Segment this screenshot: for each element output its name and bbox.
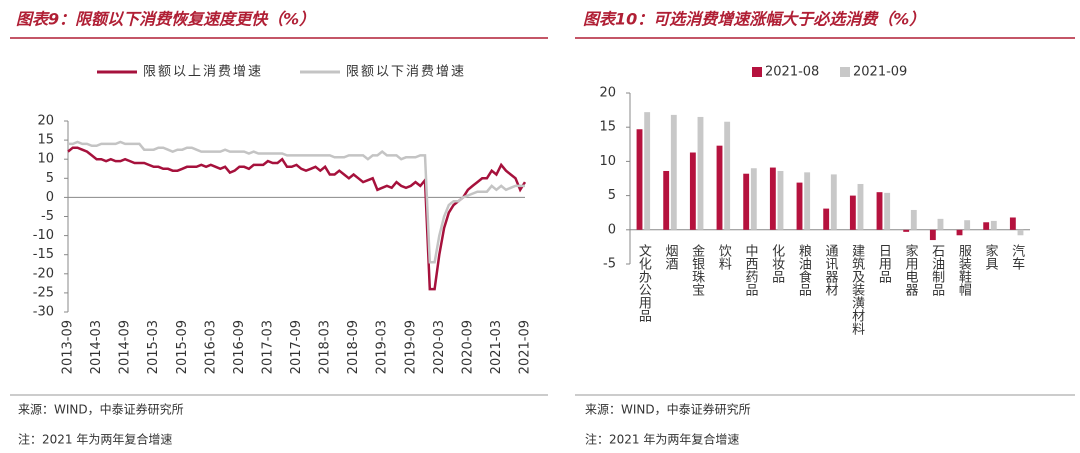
chart-title: 图表9：限额以下消费恢复速度更快（%） <box>16 10 315 29</box>
note: 注：2021 年为两年复合增速 <box>585 432 739 447</box>
x-tick-label: 家具 <box>983 243 999 270</box>
bar <box>769 167 776 230</box>
source: 来源：WIND，中泰证券研究所 <box>18 402 184 417</box>
bar <box>644 112 651 230</box>
y-tick-label: -10 <box>33 228 54 243</box>
x-tick-label: 建筑及装潢材料 <box>849 244 865 335</box>
bar <box>937 218 944 230</box>
legend-label: 限额以上消费增速 <box>143 65 263 80</box>
y-tick-label: 0 <box>608 222 616 237</box>
y-tick-label: -25 <box>33 285 54 300</box>
y-tick-label: 5 <box>46 171 54 186</box>
legend-label: 2021-09 <box>853 65 907 80</box>
bar <box>716 145 723 230</box>
y-tick-label: 10 <box>599 154 616 169</box>
series-line <box>67 146 527 291</box>
bar <box>750 168 757 230</box>
y-tick-label: 0 <box>46 190 54 205</box>
x-tick-label: 2018-03 <box>318 320 333 374</box>
bar <box>663 170 670 230</box>
x-tick-label: 化妆品 <box>769 244 785 283</box>
bar <box>830 174 837 230</box>
bar <box>1017 229 1024 236</box>
x-tick-label: 2013-09 <box>61 320 76 374</box>
x-tick-label: 2016-03 <box>203 320 218 374</box>
note: 注：2021 年为两年复合增速 <box>18 432 172 447</box>
legend-label: 2021-08 <box>765 65 819 80</box>
y-tick-label: -30 <box>33 305 54 320</box>
bar <box>990 220 997 230</box>
bar <box>884 192 891 230</box>
x-tick-label: 2015-09 <box>175 320 190 374</box>
x-tick-label: 金银珠宝 <box>689 243 705 296</box>
bar <box>636 129 643 230</box>
bar <box>724 121 731 230</box>
x-tick-label: 2021-03 <box>489 320 504 374</box>
x-tick-label: 2017-03 <box>260 320 275 374</box>
bar <box>697 116 704 230</box>
y-tick-label: -20 <box>33 266 54 281</box>
x-tick-label: 粮油食品 <box>796 244 812 296</box>
x-tick-label: 2020-03 <box>432 320 447 374</box>
y-tick-label: 10 <box>37 152 54 167</box>
bar <box>804 172 811 230</box>
source: 来源：WIND，中泰证券研究所 <box>585 402 751 417</box>
x-tick-label: 日用品 <box>876 244 892 283</box>
bar <box>903 229 910 232</box>
chart-title: 图表10：可选消费增速涨幅大于必选消费（%） <box>583 10 925 29</box>
x-tick-label: 2014-09 <box>118 320 133 374</box>
x-tick-label: 2017-09 <box>289 320 304 374</box>
bar <box>689 152 696 230</box>
x-tick-label: 石油制品 <box>929 244 945 296</box>
x-tick-label: 2014-03 <box>89 320 104 374</box>
x-tick-label: 通讯器材 <box>823 244 839 296</box>
y-tick-label: 15 <box>599 120 616 135</box>
x-tick-label: 2018-09 <box>346 320 361 374</box>
bar <box>1009 217 1016 230</box>
y-tick-label: 15 <box>37 133 54 148</box>
x-tick-label: 服装鞋帽 <box>956 244 972 297</box>
y-tick-label: 20 <box>599 86 616 101</box>
bar <box>876 192 883 230</box>
x-tick-label: 文化办公用品 <box>636 244 652 322</box>
x-tick-label: 2016-09 <box>232 320 247 374</box>
bar <box>743 173 750 230</box>
x-tick-label: 2021-09 <box>518 320 533 374</box>
bar <box>857 183 864 230</box>
x-tick-label: 中西药品 <box>743 244 759 296</box>
x-tick-label: 烟酒 <box>663 244 679 270</box>
x-tick-label: 饮料 <box>716 244 732 270</box>
x-tick-label: 2019-03 <box>375 320 390 374</box>
bar <box>777 170 784 230</box>
legend-swatch <box>752 67 762 77</box>
x-tick-label: 2015-03 <box>146 320 161 374</box>
x-tick-label: 2020-09 <box>460 320 475 374</box>
bar <box>956 229 963 236</box>
bar <box>983 222 990 230</box>
y-tick-label: -5 <box>603 257 616 272</box>
y-tick-label: -5 <box>41 209 54 224</box>
bar <box>964 220 971 230</box>
y-tick-label: 20 <box>37 114 54 129</box>
x-tick-label: 2019-09 <box>403 320 418 374</box>
legend-swatch <box>840 67 850 77</box>
bar <box>823 208 830 230</box>
y-tick-label: 5 <box>608 188 616 203</box>
bar <box>670 114 677 230</box>
bar <box>796 182 803 230</box>
bar <box>929 229 936 241</box>
y-tick-label: -15 <box>33 247 54 262</box>
legend-label: 限额以下消费增速 <box>346 65 466 80</box>
bar <box>910 209 917 230</box>
x-tick-label: 家用电器 <box>903 243 919 297</box>
series-line <box>68 140 525 264</box>
bar <box>849 195 856 230</box>
x-tick-label: 汽车 <box>1009 244 1025 270</box>
